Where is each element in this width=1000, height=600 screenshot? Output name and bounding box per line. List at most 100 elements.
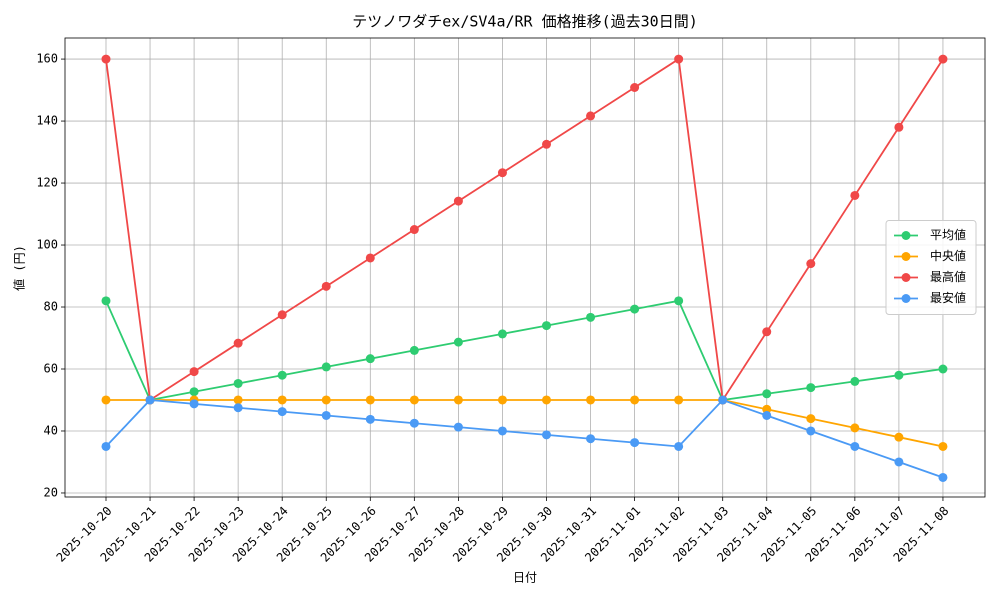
data-point — [321, 395, 331, 405]
series-line — [105, 398, 944, 479]
data-point — [321, 410, 331, 420]
chart-title: テツノワダチex/SV4a/RR 価格推移(過去30日間) — [352, 13, 697, 31]
data-point — [497, 426, 507, 436]
data-point — [542, 395, 551, 405]
data-point — [938, 54, 948, 64]
data-point — [365, 354, 375, 364]
series-line — [105, 57, 944, 403]
legend-box — [885, 220, 977, 315]
data-point — [542, 430, 551, 440]
plot-frame — [64, 37, 986, 498]
data-point — [542, 139, 551, 149]
data-point — [674, 296, 684, 306]
data-point — [277, 395, 287, 405]
data-point — [674, 395, 684, 405]
series-line — [106, 399, 944, 448]
data-point — [145, 395, 155, 405]
data-point — [762, 389, 772, 399]
data-point — [630, 82, 640, 92]
data-point — [806, 259, 816, 269]
data-point — [850, 376, 860, 386]
data-point — [586, 395, 596, 405]
data-point — [233, 378, 243, 388]
legend-label: 最高値 — [930, 269, 966, 284]
data-point — [233, 403, 243, 413]
y-tick-label: 80 — [44, 300, 58, 314]
legend-marker — [901, 294, 911, 303]
data-point — [277, 310, 287, 320]
data-point — [189, 387, 199, 397]
y-tick-label: 160 — [36, 52, 58, 66]
data-point — [497, 329, 507, 339]
legend-label: 最安値 — [930, 290, 966, 305]
data-point — [101, 441, 111, 451]
data-point — [938, 364, 948, 374]
legend-marker — [901, 252, 911, 261]
data-point — [101, 296, 111, 306]
data-point — [806, 414, 816, 424]
data-point — [894, 370, 904, 380]
data-point — [806, 383, 816, 393]
data-point — [630, 304, 640, 314]
data-point — [321, 281, 331, 291]
data-point — [409, 418, 419, 428]
data-point — [101, 54, 111, 64]
y-tick-label: 40 — [44, 423, 58, 437]
data-point — [101, 395, 111, 405]
legend-label: 中央値 — [930, 248, 966, 263]
data-point — [233, 338, 243, 348]
data-point — [850, 441, 860, 451]
data-point — [938, 441, 948, 451]
data-point — [674, 54, 684, 64]
data-point — [453, 337, 463, 347]
data-point — [894, 457, 904, 467]
data-point — [409, 225, 419, 235]
data-point — [277, 407, 287, 417]
data-point — [365, 414, 375, 424]
data-point — [453, 395, 463, 405]
data-point — [938, 472, 948, 482]
data-point — [674, 441, 684, 451]
data-point — [365, 253, 375, 263]
data-point — [365, 395, 375, 405]
data-point — [718, 395, 728, 405]
data-point — [630, 395, 640, 405]
data-point — [409, 395, 419, 405]
y-tick-label: 20 — [44, 485, 58, 499]
data-point — [321, 362, 331, 372]
data-point — [189, 367, 199, 377]
legend-label: 平均値 — [930, 227, 966, 242]
data-point — [806, 426, 816, 436]
data-point — [453, 196, 463, 206]
y-tick-label: 120 — [36, 176, 58, 190]
data-point — [586, 111, 596, 121]
data-point — [762, 410, 772, 420]
data-point — [850, 423, 860, 433]
data-point — [497, 168, 507, 178]
data-point — [233, 395, 243, 405]
data-point — [894, 122, 904, 132]
series-line — [105, 299, 944, 402]
y-tick-label: 60 — [44, 362, 58, 376]
data-point — [453, 422, 463, 432]
data-point — [586, 312, 596, 322]
data-point — [762, 404, 772, 414]
data-point — [497, 395, 507, 405]
data-point — [586, 434, 596, 444]
x-axis-label: 日付 — [513, 571, 537, 585]
data-point — [762, 327, 772, 337]
y-axis-label: 値 (円) — [12, 245, 27, 291]
data-point — [189, 399, 199, 409]
data-point — [542, 321, 551, 331]
data-point — [277, 370, 287, 380]
legend-marker — [901, 231, 911, 240]
legend-marker — [901, 273, 911, 282]
data-point — [894, 432, 904, 442]
data-point — [850, 190, 860, 200]
y-tick-label: 100 — [36, 238, 58, 252]
y-tick-label: 140 — [36, 114, 58, 128]
data-point — [630, 438, 640, 448]
data-point — [409, 345, 419, 355]
